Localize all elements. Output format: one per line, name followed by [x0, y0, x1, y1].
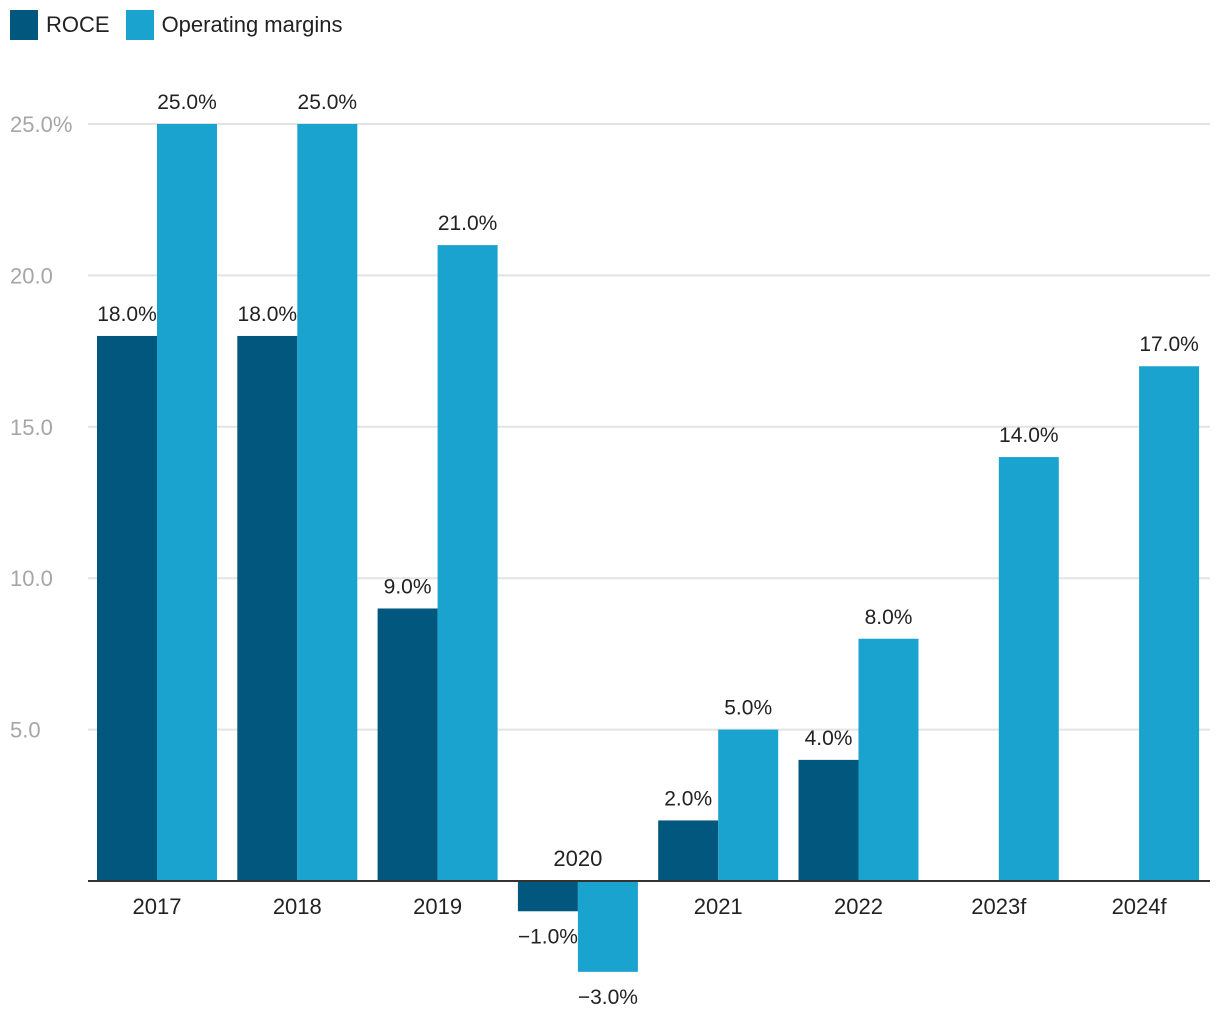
data-label: 14.0%: [999, 424, 1059, 447]
bar: [517, 881, 578, 912]
y-tick-label: 5.0: [10, 718, 41, 743]
bar: [297, 124, 358, 881]
legend-item-operating-margins: Operating margins: [125, 10, 343, 40]
data-label: 8.0%: [865, 606, 913, 629]
data-label: 4.0%: [805, 727, 853, 750]
x-tick-label: 2022: [834, 894, 883, 919]
bar: [1139, 366, 1200, 881]
data-label: −3.0%: [578, 986, 638, 1009]
bar: [718, 729, 779, 881]
data-label: 17.0%: [1139, 333, 1199, 356]
y-tick-label: 15.0: [10, 415, 53, 440]
y-axis-ticks: 5.0 10.0 15.0 20.0 25.0%: [10, 112, 72, 743]
x-tick-label: 2017: [133, 894, 182, 919]
data-label: 18.0%: [97, 303, 157, 326]
legend-item-roce: ROCE: [10, 10, 110, 40]
bar: [377, 608, 438, 881]
bar: [437, 245, 498, 881]
bar: [998, 457, 1059, 881]
legend-swatch-roce: [10, 10, 38, 40]
x-tick-label: 2020: [553, 846, 602, 871]
data-label: −1.0%: [518, 925, 578, 948]
x-tick-label: 2024f: [1112, 894, 1168, 919]
legend-label-operating-margins: Operating margins: [161, 12, 343, 37]
data-label: 18.0%: [238, 303, 298, 326]
legend-swatch-operating-margins: [125, 10, 154, 40]
data-label: 25.0%: [298, 91, 358, 114]
legend-label-roce: ROCE: [46, 12, 110, 37]
data-label: 9.0%: [384, 575, 432, 598]
bars: [97, 124, 1200, 972]
bar: [97, 335, 157, 882]
bar: [798, 759, 859, 881]
y-tick-label: 20.0: [10, 263, 53, 288]
x-tick-label: 2021: [694, 894, 743, 919]
data-label: 25.0%: [157, 91, 217, 114]
bar: [577, 881, 638, 972]
bar: [858, 638, 919, 881]
data-label: 21.0%: [438, 212, 498, 235]
y-tick-label: 10.0: [10, 566, 53, 591]
data-label: 5.0%: [724, 697, 772, 720]
x-tick-label: 2018: [273, 894, 322, 919]
chart-legend: ROCE Operating margins: [10, 10, 343, 40]
x-tick-label: 2023f: [971, 894, 1027, 919]
y-tick-label: 25.0%: [10, 112, 72, 137]
x-axis-labels: 2017 2018 2019 2020 2021 2022 2023f 2024f: [133, 846, 1168, 919]
data-label: 2.0%: [664, 787, 712, 810]
data-labels: 18.0% 25.0% 18.0% 25.0% 9.0% 21.0% −1.0% −3.0% 2…: [97, 91, 1199, 1009]
bar: [157, 124, 217, 881]
x-tick-label: 2019: [413, 894, 462, 919]
bar: [658, 820, 719, 881]
bar: [237, 335, 298, 882]
